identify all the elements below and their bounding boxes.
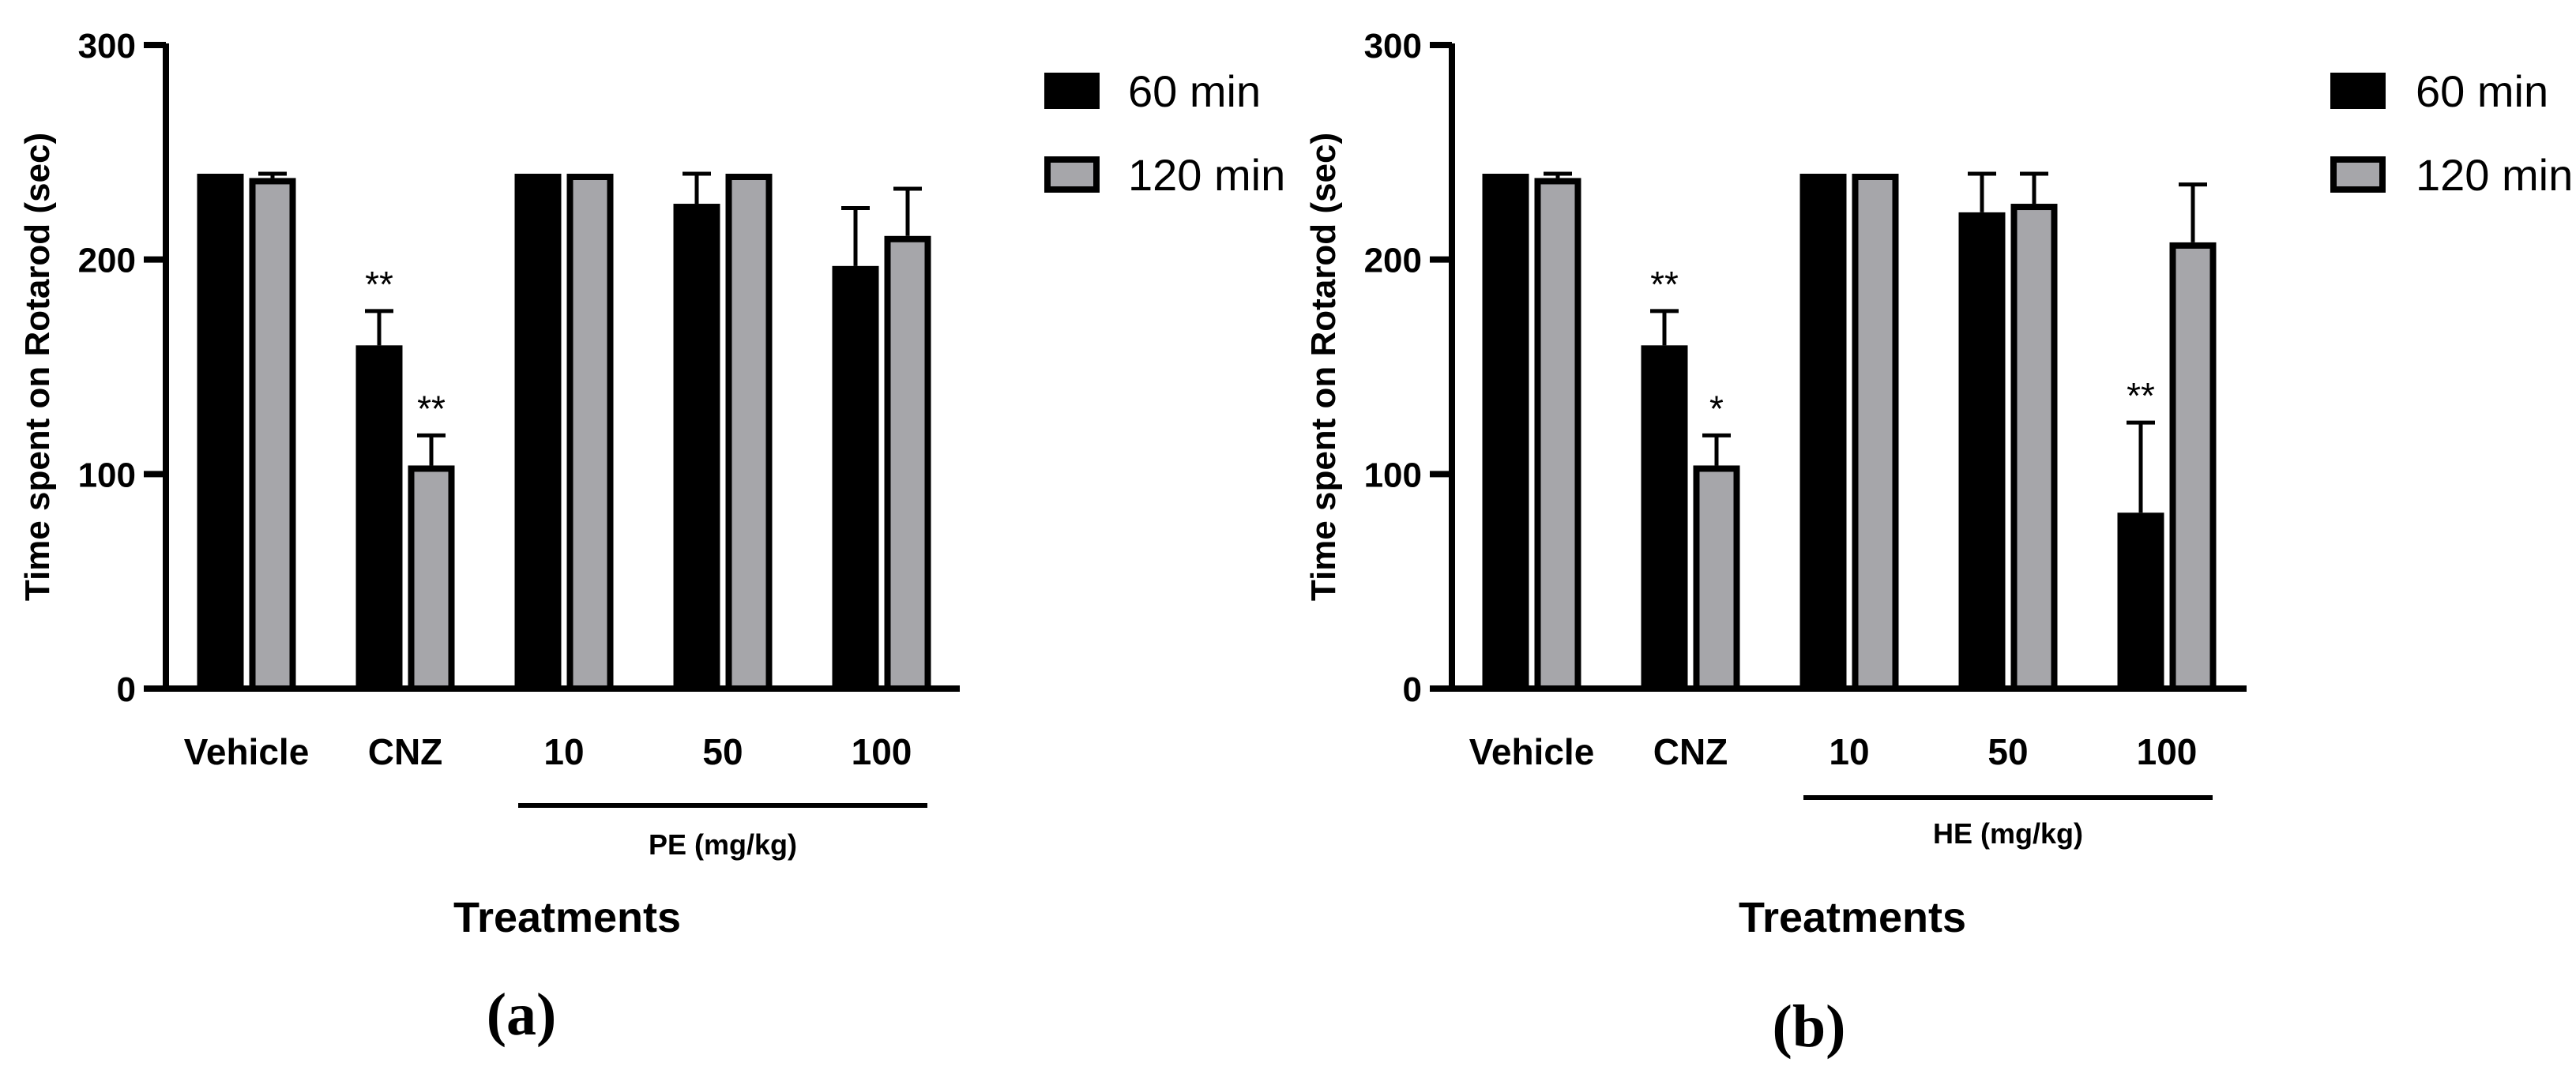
y-tick-label: 300 [78, 27, 136, 66]
bar-120-min-Vehicle [249, 178, 296, 692]
bar-60-min-Vehicle [1482, 174, 1529, 692]
bar-120-min-10 [1852, 174, 1899, 692]
x-tick-label: 10 [543, 731, 584, 772]
legend-label: 120 min [2416, 150, 2573, 200]
significance-mark: ** [365, 264, 393, 305]
x-tick-label: CNZ [1653, 731, 1728, 772]
legend-swatch-120-min [1044, 156, 1100, 193]
y-tick-label: 0 [1403, 670, 1422, 709]
y-axis-title: Time spent on Rotarod (sec) [18, 133, 57, 601]
y-tick-label: 100 [1364, 456, 1422, 494]
x-tick-label: 100 [2137, 731, 2198, 772]
bar-120-min-50 [725, 174, 773, 692]
x-tick-label: 100 [852, 731, 912, 772]
legend-label: 120 min [1128, 150, 1285, 200]
group-bracket-label: HE (mg/kg) [1933, 817, 2083, 850]
bar-120-min-Vehicle [1534, 178, 1581, 692]
bar-60-min-10 [514, 174, 562, 692]
significance-mark: ** [2127, 375, 2155, 416]
bar-120-min-50 [2010, 204, 2058, 692]
legend-label: 60 min [2416, 66, 2548, 116]
bar-60-min-Vehicle [197, 174, 244, 692]
bar-60-min-100 [2117, 512, 2164, 692]
significance-mark: * [1709, 388, 1724, 429]
panel-a: 0 100 200 300 Time spent on Rotarod (sec) Veh… [18, 27, 1285, 1048]
panel-label: (a) [487, 982, 557, 1048]
x-tick-label: Vehicle [1469, 731, 1595, 772]
bar-120-min-CNZ [1693, 465, 1740, 692]
significance-mark: ** [417, 388, 446, 429]
y-tick-label: 200 [78, 242, 136, 280]
x-tick-label: Vehicle [184, 731, 310, 772]
legend-swatch-60-min [1044, 73, 1100, 109]
panel-label: (b) [1773, 993, 1846, 1060]
x-tick-label: 50 [702, 731, 743, 772]
legend-label: 60 min [1128, 66, 1261, 116]
x-tick-label: CNZ [368, 731, 443, 772]
bar-60-min-50 [673, 204, 720, 692]
y-tick-label: 100 [78, 456, 136, 494]
bar-60-min-CNZ [1641, 345, 1688, 692]
bar-60-min-50 [1958, 212, 2006, 692]
x-tick-label: 10 [1829, 731, 1869, 772]
y-tick-label: 0 [117, 670, 136, 709]
y-tick-label: 300 [1364, 27, 1422, 66]
group-bracket-label: PE (mg/kg) [649, 828, 797, 861]
bar-120-min-CNZ [408, 465, 455, 692]
bar-60-min-100 [832, 265, 879, 693]
x-tick-label: 50 [1987, 731, 2028, 772]
legend-swatch-60-min [2330, 73, 2386, 109]
bar-120-min-10 [566, 174, 614, 692]
y-axis-title: Time spent on Rotarod (sec) [1304, 133, 1343, 601]
y-tick-label: 200 [1364, 242, 1422, 280]
significance-mark: ** [1650, 264, 1679, 305]
bar-120-min-100 [884, 235, 931, 692]
legend-swatch-120-min [2330, 156, 2386, 193]
x-axis-title: Treatments [453, 894, 681, 941]
x-axis-title: Treatments [1739, 894, 1966, 941]
bar-120-min-100 [2169, 242, 2217, 692]
bar-60-min-10 [1799, 174, 1847, 692]
bar-60-min-CNZ [355, 345, 403, 692]
panel-b: 0 100 200 300 Time spent on Rotarod (sec) Veh… [1304, 27, 2573, 1060]
